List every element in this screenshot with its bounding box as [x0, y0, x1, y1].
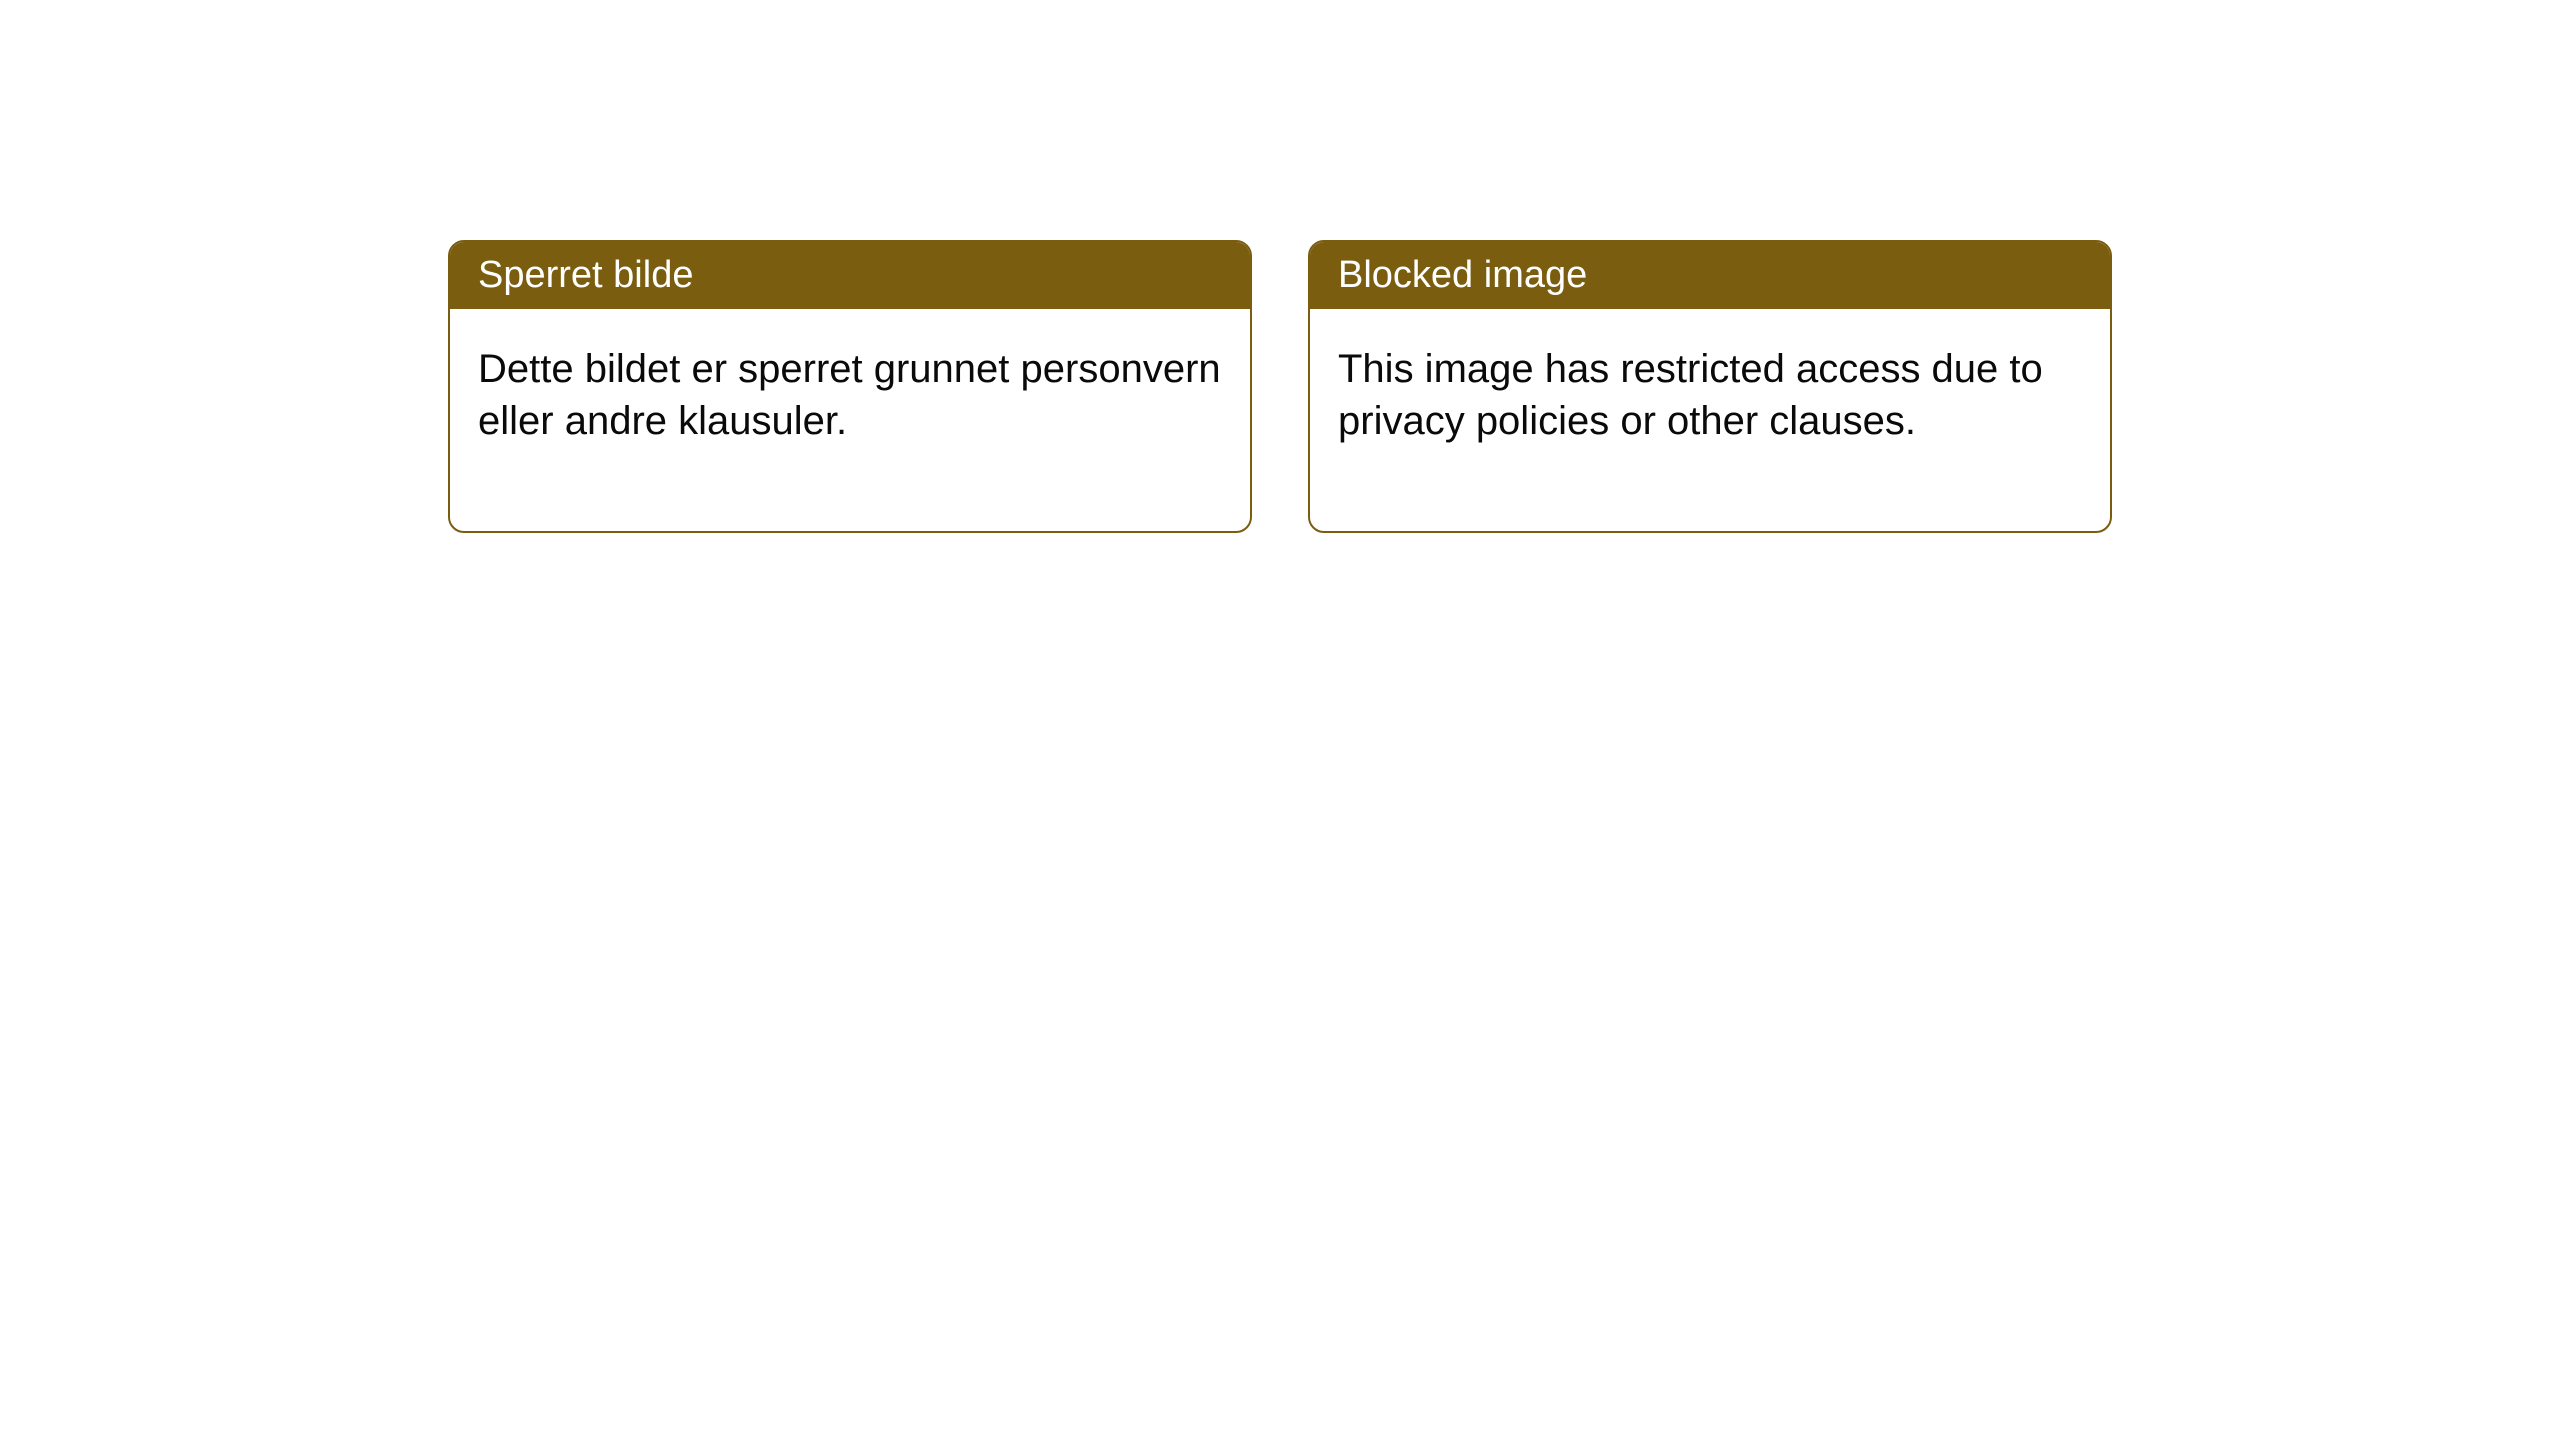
notice-body-text: Dette bildet er sperret grunnet personve… [478, 347, 1221, 443]
notice-header: Blocked image [1310, 242, 2110, 309]
notice-header-text: Sperret bilde [478, 254, 693, 296]
notice-card-norwegian: Sperret bilde Dette bildet er sperret gr… [448, 240, 1252, 533]
notice-card-english: Blocked image This image has restricted … [1308, 240, 2112, 533]
notice-body: This image has restricted access due to … [1310, 309, 2110, 531]
notice-body-text: This image has restricted access due to … [1338, 347, 2043, 443]
notice-body: Dette bildet er sperret grunnet personve… [450, 309, 1250, 531]
notice-header-text: Blocked image [1338, 254, 1587, 296]
notice-header: Sperret bilde [450, 242, 1250, 309]
notice-container: Sperret bilde Dette bildet er sperret gr… [0, 0, 2560, 533]
